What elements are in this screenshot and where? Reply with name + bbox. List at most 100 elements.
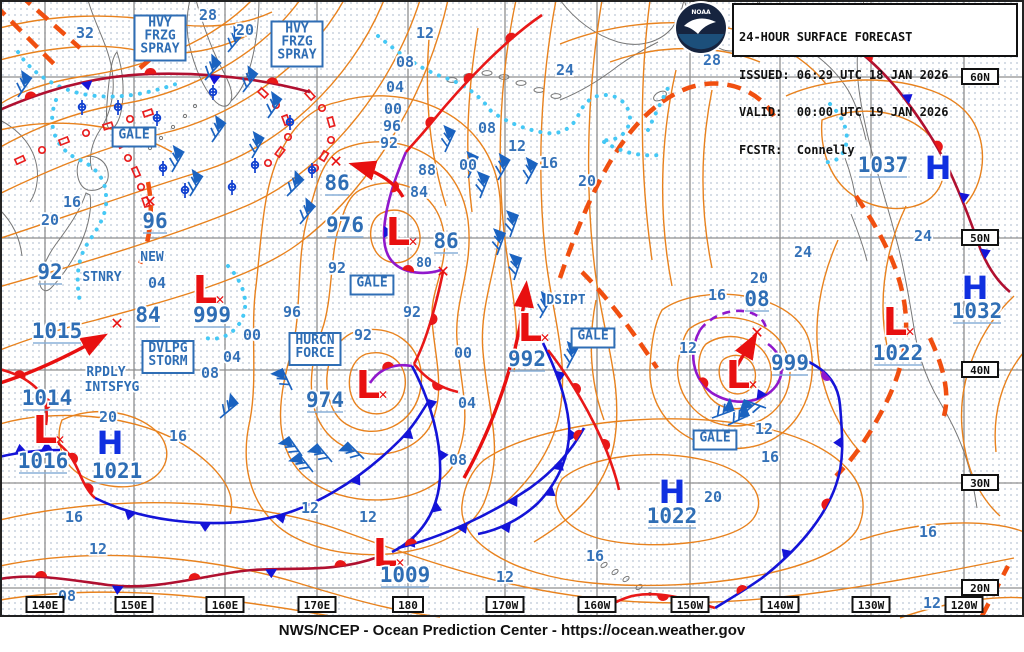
wind-barb — [227, 25, 245, 53]
low-pressure-marker: L — [518, 306, 542, 350]
wind-barb — [522, 156, 539, 185]
isobar-contour-label: 12 — [89, 540, 107, 558]
isobar-contour-label: 20 — [41, 211, 59, 229]
longitude-box — [944, 596, 984, 613]
wind-barb — [204, 53, 222, 81]
isobar-contour-label: 12 — [679, 339, 697, 357]
warning-box-label: GALE — [577, 329, 608, 344]
pressure-value-label: 1021 — [92, 459, 143, 483]
svg-text:✕: ✕ — [55, 430, 64, 448]
annotation-text-label: NEW — [140, 250, 164, 265]
latitude-label: 50N — [970, 232, 990, 245]
latitude-label: 20N — [970, 582, 990, 595]
pressure-value-label: 92 — [37, 260, 62, 284]
wind-barb — [711, 397, 735, 419]
freezing-spray-icon — [77, 100, 87, 115]
isobar-contour-label: 12 — [508, 137, 526, 155]
wind-barb — [491, 228, 507, 256]
warning-box — [288, 332, 342, 366]
warning-box-label: GALE — [699, 431, 730, 446]
header-issued: ISSUED: 06:29 UTC 18 JAN 2026 — [739, 67, 949, 82]
freezing-spray-icon — [180, 183, 190, 198]
position-x-marker: ✕ — [111, 310, 123, 334]
isobar-contour-label: 24 — [556, 61, 574, 79]
forecast-header: 24-HOUR SURFACE FORECAST ISSUED: 06:29 U… — [732, 3, 1018, 156]
pressure-value-label: 1016 — [18, 449, 69, 473]
warning-box — [349, 274, 395, 296]
freezing-spray-icon — [307, 163, 317, 178]
isobar-contour-label: 00 — [384, 100, 402, 118]
pressure-value-label: 1015 — [32, 319, 83, 343]
caption: NWS/NCEP - Ocean Prediction Center - htt… — [278, 622, 746, 639]
freezing-spray-icon — [250, 158, 260, 173]
isobar-contour-label: 08 — [449, 451, 467, 469]
isobar-contour-label: 16 — [586, 547, 604, 565]
isobar-contour-label: 20 — [99, 408, 117, 426]
isobar-contour-label: 04 — [148, 274, 166, 292]
low-pressure-marker: L — [356, 363, 380, 407]
isobar-contour-label: 12 — [416, 24, 434, 42]
longitude-label: 140E — [32, 599, 59, 612]
isobar-contour-label: 28 — [199, 6, 217, 24]
warning-box — [111, 126, 157, 148]
isobars — [0, 0, 1024, 619]
isobar-contour-label: 08 — [201, 364, 219, 382]
warning-box-label: FRZG — [144, 29, 175, 44]
pressure-value-label: 84 — [135, 303, 160, 327]
low-pressure-marker: L — [193, 268, 217, 312]
freezing-spray-icon — [152, 111, 162, 126]
pressure-value-label: 999 — [771, 351, 809, 375]
wind-barb — [16, 70, 33, 98]
isobar-contour-label: 12 — [923, 594, 941, 612]
map-background — [0, 0, 1024, 618]
isobar-contour-label: 92 — [403, 303, 421, 321]
isobar-contour-label: 92 — [380, 134, 398, 152]
longitude-box — [297, 596, 337, 613]
position-x-marker: ✕ — [144, 188, 156, 212]
isobar-contour-label: 20 — [578, 172, 596, 190]
longitude-label: 150W — [677, 599, 704, 612]
wind-barb — [210, 115, 227, 143]
isobar-contour-label: 20 — [236, 21, 254, 39]
position-x-marker: ✕ — [330, 148, 342, 172]
wind-barb — [337, 441, 365, 460]
longitude-label: 120W — [951, 599, 978, 612]
longitude-box — [114, 596, 154, 613]
annotation-text-label: DSIPT — [546, 293, 585, 308]
wind-barb — [248, 130, 265, 159]
isobar-contour-label: 20 — [750, 269, 768, 287]
pressure-value-label: 1037 — [858, 153, 909, 177]
low-pressure-marker: L — [386, 210, 410, 254]
freezing-spray-icon — [227, 180, 237, 195]
warning-box-label: FORCE — [295, 346, 334, 361]
warning-box — [692, 429, 738, 451]
isobar-contour-label: 00 — [454, 344, 472, 362]
wind-barb — [508, 253, 523, 281]
freezing-spray-symbols — [77, 85, 317, 198]
noaa-logo: NOAA — [674, 1, 728, 55]
latitude-box — [961, 68, 999, 85]
isobar-contour-label: 24 — [794, 243, 812, 261]
isobar-contour-label: 96 — [383, 117, 401, 135]
warning-box — [270, 20, 324, 68]
annotation-text-label: STNRY — [82, 270, 121, 285]
longitude-box — [577, 596, 617, 613]
isobar-contour-label: 96 — [283, 303, 301, 321]
longitude-box — [760, 596, 800, 613]
wind-barb — [463, 150, 480, 179]
isobar-contour-label: 92 — [354, 326, 372, 344]
longitude-box — [851, 596, 891, 613]
latitude-label: 60N — [970, 71, 990, 84]
low-pressure-marker: L — [726, 353, 750, 397]
map-frame — [0, 0, 1024, 617]
isobar-contour-label: 24 — [914, 227, 932, 245]
svg-text:✕: ✕ — [905, 322, 914, 340]
pressure-value-label: 1022 — [647, 504, 698, 528]
longitude-box — [25, 596, 65, 613]
wind-barb — [270, 367, 293, 391]
isobar-contour-label: 12 — [496, 568, 514, 586]
low-pressure-marker: L — [373, 531, 397, 575]
